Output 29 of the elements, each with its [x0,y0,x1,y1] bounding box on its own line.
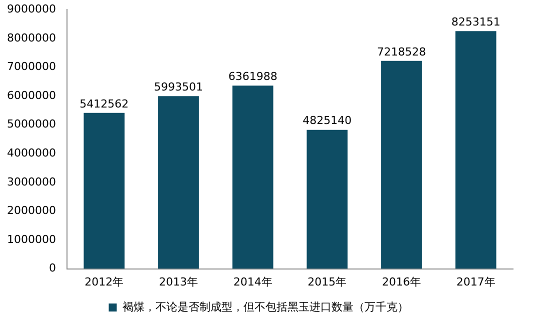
x-tick-label: 2013年 [158,275,198,288]
y-tick-label: 5000000 [6,118,56,131]
y-tick-label: 2000000 [6,204,56,218]
x-tick-label: 2017年 [456,275,496,288]
x-tick-label: 2016年 [382,275,421,288]
data-label: 5993501 [154,80,203,94]
y-tick-label: 8000000 [6,31,56,44]
bar [158,96,199,269]
legend-label: 褐煤，不论是否制成型，但不包括黑玉进口数量（万千克） [122,300,408,314]
y-tick-label: 3000000 [6,175,56,188]
data-label: 5412562 [80,97,129,110]
x-tick-label: 2012年 [84,275,124,288]
y-tick-label: 4000000 [6,146,56,160]
x-tick-label: 2015年 [308,275,347,288]
y-tick-label: 7000000 [6,60,56,74]
bar [84,112,125,269]
bar [306,130,348,269]
data-label: 7218528 [376,45,426,58]
data-label: 8253151 [451,15,500,28]
data-label: 6361988 [228,70,278,83]
y-tick-label: 1000000 [6,232,56,246]
bar [232,86,274,269]
bar [381,60,422,269]
x-tick-label: 2014年 [233,275,272,288]
y-tick-label: 0 [48,262,56,275]
data-label: 4825140 [302,114,352,128]
y-tick-label: 6000000 [6,88,56,102]
y-tick-label: 9000000 [6,2,56,16]
bar [455,31,496,269]
